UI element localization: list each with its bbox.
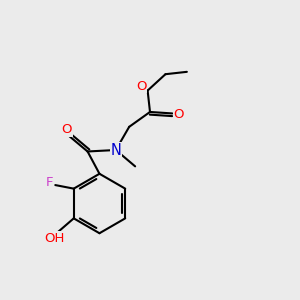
Text: O: O [136,80,146,93]
Text: O: O [174,108,184,121]
Text: O: O [61,123,72,136]
Text: OH: OH [44,232,65,245]
Text: F: F [46,176,54,189]
Text: N: N [110,142,121,158]
